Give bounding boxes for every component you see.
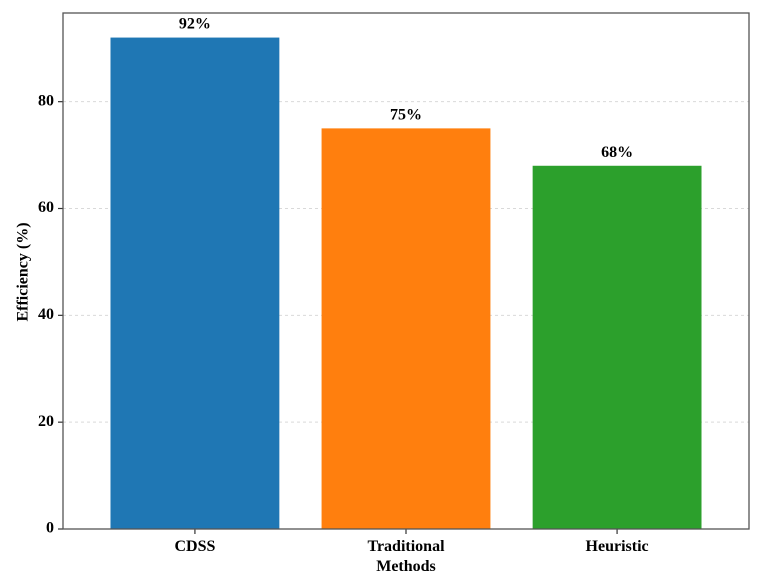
x-tick-label-line: Traditional [367,538,445,555]
x-tick-label-line: Methods [376,558,436,574]
plot-frame [62,12,750,530]
bars [110,37,702,529]
data-label: 68% [601,144,633,161]
y-tick-label: 40 [38,306,54,323]
y-axis-label: Efficiency (%) [15,222,32,321]
x-tick-label: CDSS [174,538,215,555]
y-tick-label: 80 [38,92,54,109]
data-label: 92% [179,16,211,33]
data-labels: 92% 75% 68% [179,16,633,161]
bar [110,37,280,529]
x-tick-label-line: CDSS [174,538,215,555]
y-tick-label: 60 [38,199,54,216]
y-axis-ticks: 0 20 40 60 80 [38,92,63,537]
x-tick-label: Traditional Methods [367,538,445,574]
y-tick-label: 20 [38,413,54,430]
x-tick-label: Heuristic [586,538,649,555]
bar [532,165,702,529]
data-label: 75% [390,106,422,123]
bar [321,128,491,529]
x-axis-ticks: CDSS Traditional Methods Heuristic [174,529,649,574]
x-tick-label-line: Heuristic [586,538,649,555]
y-tick-label: 0 [46,520,54,537]
